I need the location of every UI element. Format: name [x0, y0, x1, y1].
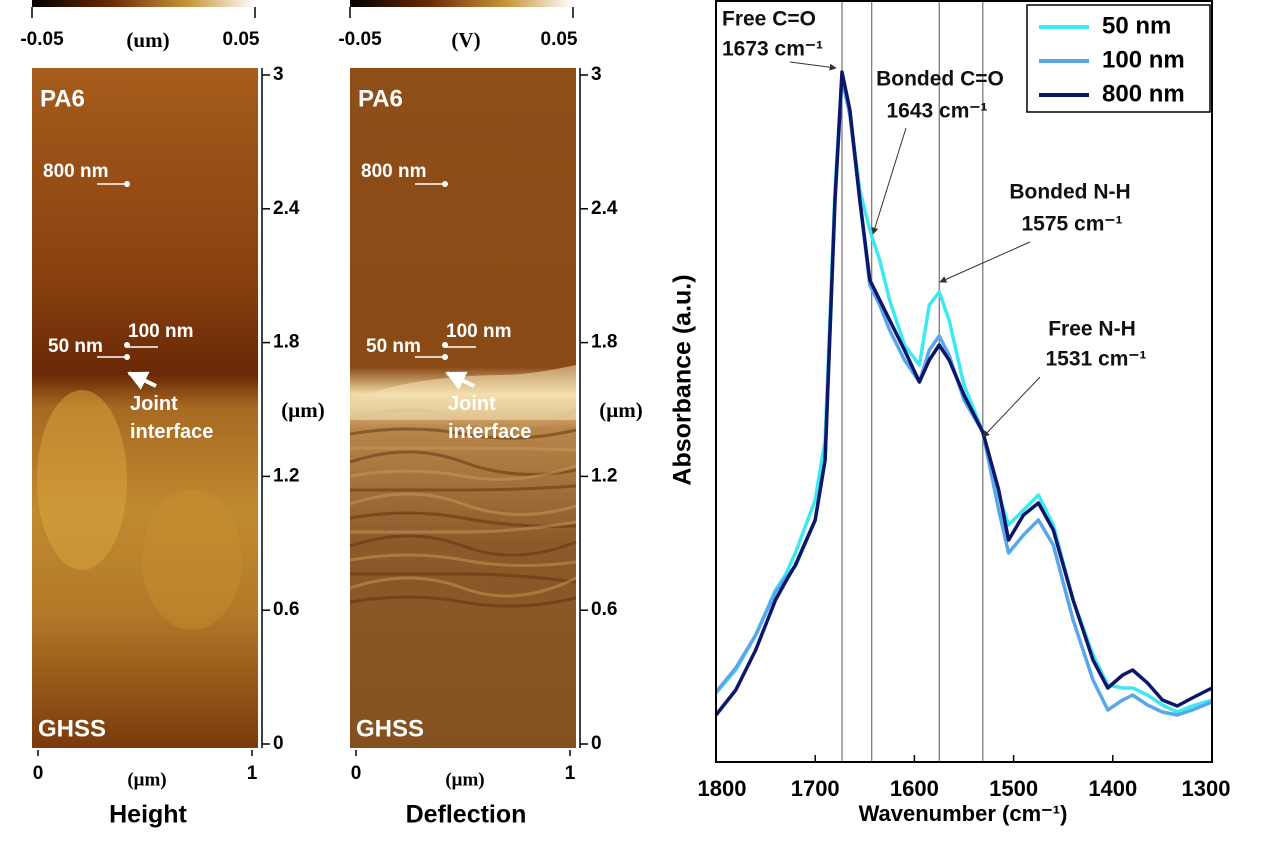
colorbar-label: (um)	[126, 28, 169, 52]
interface-arrow	[127, 371, 157, 390]
image-annotation: 50 nm	[366, 336, 421, 357]
peak-label: 1531 cm⁻¹	[1046, 348, 1147, 371]
texture	[349, 427, 577, 440]
peak-label: 1643 cm⁻¹	[887, 100, 988, 123]
panel-title: Deflection	[406, 801, 527, 829]
image-annotation: 100 nm	[128, 321, 193, 342]
peak-name: Free N-H	[1048, 318, 1136, 341]
legend-label: 50 nm	[1102, 12, 1171, 39]
texture	[350, 520, 577, 534]
y-axis-label: (μm)	[599, 398, 642, 422]
blob	[37, 390, 127, 570]
image-annotation: 800 nm	[361, 161, 426, 182]
image-annotation: 50 nm	[48, 336, 103, 357]
x-tick-label: 1300	[1182, 776, 1231, 801]
y-tick-label: 0	[591, 733, 602, 754]
x-tick-label: 1700	[791, 776, 840, 801]
interface-arrow	[445, 371, 475, 390]
x-tick-label: 0	[33, 763, 44, 784]
peak-arrow	[939, 241, 1031, 283]
y-tick-label: 3	[591, 64, 602, 85]
image-annotation: 100 nm	[446, 321, 511, 342]
peak-arrow	[871, 127, 907, 235]
colorbar-tick-label: 0.05	[541, 29, 578, 50]
y-axis-label: Absorbance (a.u.)	[669, 274, 697, 485]
texture	[349, 553, 577, 568]
peak-label: 1673 cm⁻¹	[722, 38, 823, 61]
y-tick-label: 1.2	[591, 465, 617, 486]
peak-arrow	[789, 61, 837, 71]
y-tick-label: 1.8	[591, 332, 617, 353]
plot-frame	[715, 0, 1213, 763]
y-tick-label: 0	[273, 733, 284, 754]
x-tick-label: 1500	[989, 776, 1038, 801]
spectrum-line	[714, 73, 1213, 714]
blob	[142, 490, 242, 630]
y-tick-label: 2.4	[591, 198, 618, 219]
x-tick-label: 1	[565, 763, 576, 784]
x-tick-label: 1600	[890, 776, 939, 801]
y-tick-label: 0.6	[273, 599, 299, 620]
x-tick-label: 1	[247, 763, 258, 784]
image-annotation: PA6	[358, 85, 403, 112]
colorbar-tick-label: -0.05	[20, 29, 64, 50]
x-axis-label: Wavenumber (cm⁻¹)	[859, 801, 1068, 826]
panel-title: Height	[109, 801, 187, 829]
position-dot	[124, 181, 130, 187]
texture	[349, 464, 577, 481]
image-annotation: 800 nm	[43, 161, 108, 182]
colorbar	[350, 0, 573, 7]
spectrum-line	[714, 70, 1213, 717]
colorbar-label: (V)	[451, 28, 480, 52]
position-dot	[124, 354, 130, 360]
y-tick-label: 1.2	[273, 465, 299, 486]
y-tick-label: 0.6	[591, 599, 617, 620]
y-tick-label: 2.4	[273, 198, 300, 219]
y-tick-label: 1.8	[273, 332, 299, 353]
texture	[349, 576, 577, 598]
position-dot	[442, 342, 448, 348]
colorbar-tick-label: -0.05	[338, 29, 382, 50]
peak-label: 1575 cm⁻¹	[1022, 213, 1123, 236]
x-axis-label: (μm)	[445, 769, 484, 790]
peak-arrow	[982, 376, 1041, 438]
texture	[349, 595, 577, 608]
image-annotation: GHSS	[38, 715, 106, 742]
y-axis-label: (μm)	[281, 398, 324, 422]
texture	[349, 534, 577, 557]
image-annotation: PA6	[40, 85, 85, 112]
colorbar-tick-label: 0.05	[223, 29, 260, 50]
texture	[350, 484, 577, 492]
peak-name: Bonded N-H	[1009, 181, 1130, 204]
image-annotation: GHSS	[356, 715, 424, 742]
legend-label: 800 nm	[1102, 80, 1185, 107]
position-dot	[442, 354, 448, 360]
x-tick-label: 1800	[698, 776, 747, 801]
interface-label: Joint interface	[130, 393, 214, 443]
legend-label: 100 nm	[1102, 46, 1185, 73]
interface-label: Joint interface	[448, 393, 532, 443]
texture	[350, 572, 577, 584]
colorbar	[32, 0, 255, 7]
texture	[349, 492, 577, 517]
y-tick-label: 3	[273, 64, 284, 85]
interface-ridge	[350, 365, 576, 420]
x-tick-label: 0	[351, 763, 362, 784]
position-dot	[124, 342, 130, 348]
peak-name: Free C=O	[722, 8, 816, 31]
position-dot	[442, 181, 448, 187]
x-axis-label: (μm)	[127, 769, 166, 790]
texture	[350, 446, 577, 452]
x-tick-label: 1400	[1088, 776, 1137, 801]
peak-name: Bonded C=O	[876, 68, 1004, 91]
